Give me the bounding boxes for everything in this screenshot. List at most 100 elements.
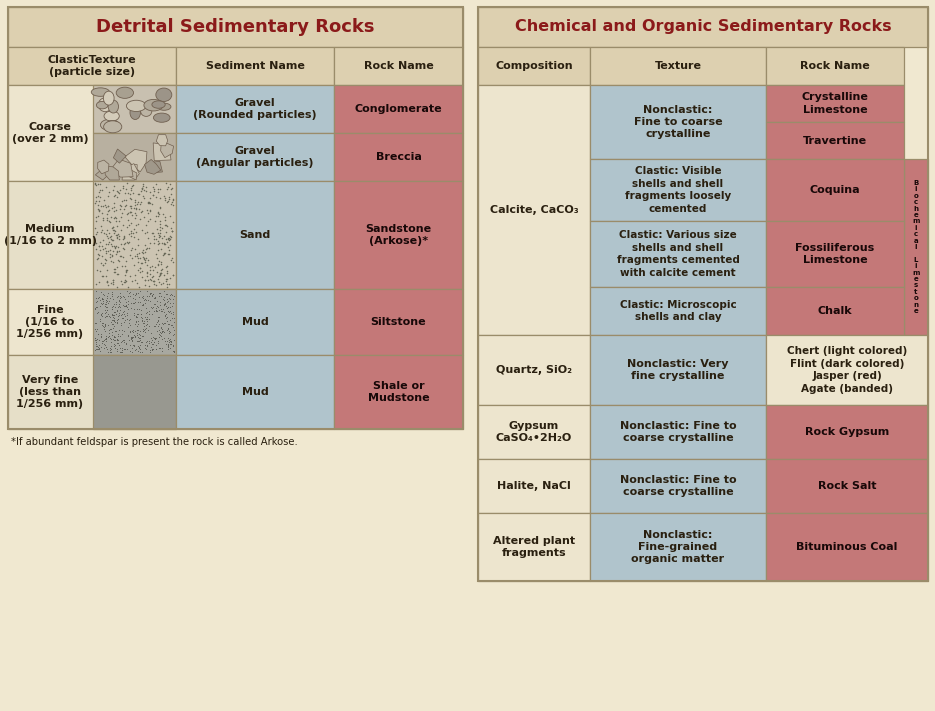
Text: ClasticTexture
(particle size): ClasticTexture (particle size) bbox=[48, 55, 137, 77]
Text: Nonclastic: Fine to
coarse crystalline: Nonclastic: Fine to coarse crystalline bbox=[620, 421, 737, 443]
Text: Mud: Mud bbox=[241, 387, 268, 397]
Text: Fossiliferous
Limestone: Fossiliferous Limestone bbox=[796, 242, 874, 265]
Bar bbox=[590, 287, 766, 335]
Text: Mud: Mud bbox=[241, 317, 268, 327]
Text: Rock Name: Rock Name bbox=[364, 61, 434, 71]
Ellipse shape bbox=[130, 106, 140, 119]
Text: Shale or
Mudstone: Shale or Mudstone bbox=[367, 381, 429, 403]
Bar bbox=[590, 221, 766, 287]
Ellipse shape bbox=[98, 98, 112, 112]
Polygon shape bbox=[125, 149, 147, 172]
Bar bbox=[478, 47, 590, 85]
Bar bbox=[766, 287, 904, 335]
Ellipse shape bbox=[106, 120, 119, 130]
Bar bbox=[590, 85, 766, 159]
Bar bbox=[478, 459, 590, 513]
Text: Crystalline
Limestone: Crystalline Limestone bbox=[801, 92, 869, 114]
Bar bbox=[93, 289, 176, 355]
Polygon shape bbox=[150, 161, 163, 173]
Bar bbox=[766, 122, 904, 159]
Bar bbox=[904, 159, 928, 335]
Bar bbox=[176, 133, 334, 181]
Text: Nonclastic: Fine to
coarse crystalline: Nonclastic: Fine to coarse crystalline bbox=[620, 475, 737, 497]
Polygon shape bbox=[97, 160, 109, 173]
Text: Conglomerate: Conglomerate bbox=[354, 104, 442, 114]
Bar bbox=[478, 513, 590, 581]
Bar bbox=[478, 7, 928, 47]
Text: Gravel
(Rounded particles): Gravel (Rounded particles) bbox=[194, 98, 317, 120]
Ellipse shape bbox=[116, 87, 134, 98]
Bar bbox=[478, 405, 590, 459]
Bar bbox=[766, 159, 904, 221]
Text: Breccia: Breccia bbox=[376, 152, 422, 162]
Bar bbox=[8, 181, 176, 289]
Bar bbox=[766, 335, 928, 405]
Bar bbox=[8, 47, 176, 85]
Text: Nonclastic:
Fine to coarse
crystalline: Nonclastic: Fine to coarse crystalline bbox=[634, 105, 723, 139]
Ellipse shape bbox=[104, 111, 120, 121]
Text: Clastic: Microscopic
shells and clay: Clastic: Microscopic shells and clay bbox=[620, 300, 737, 322]
Text: Sandstone
(Arkose)*: Sandstone (Arkose)* bbox=[366, 224, 432, 246]
Polygon shape bbox=[110, 159, 133, 177]
Text: Clastic: Visible
shells and shell
fragments loosely
cemented: Clastic: Visible shells and shell fragme… bbox=[625, 166, 731, 213]
Bar bbox=[176, 85, 334, 133]
Polygon shape bbox=[129, 170, 137, 180]
Text: Travertine: Travertine bbox=[803, 136, 867, 146]
Text: Bituminous Coal: Bituminous Coal bbox=[797, 542, 898, 552]
Bar bbox=[176, 47, 334, 85]
Bar bbox=[176, 355, 334, 429]
Bar bbox=[8, 7, 463, 47]
Bar bbox=[334, 289, 463, 355]
Bar bbox=[8, 7, 463, 429]
Text: Fine
(1/16 to
1/256 mm): Fine (1/16 to 1/256 mm) bbox=[17, 304, 83, 339]
Text: Chemical and Organic Sedimentary Rocks: Chemical and Organic Sedimentary Rocks bbox=[514, 19, 891, 35]
Text: Coquina: Coquina bbox=[810, 185, 860, 195]
Ellipse shape bbox=[104, 91, 114, 105]
Bar bbox=[8, 289, 176, 355]
Text: Texture: Texture bbox=[654, 61, 701, 71]
Ellipse shape bbox=[151, 101, 165, 108]
Ellipse shape bbox=[140, 106, 151, 117]
Bar bbox=[334, 85, 463, 133]
Bar bbox=[590, 459, 766, 513]
Polygon shape bbox=[153, 143, 171, 161]
Bar bbox=[478, 85, 590, 335]
Polygon shape bbox=[113, 149, 126, 164]
Ellipse shape bbox=[100, 119, 119, 131]
Ellipse shape bbox=[144, 100, 163, 111]
Polygon shape bbox=[122, 164, 139, 180]
Polygon shape bbox=[126, 164, 137, 176]
Text: Rock Salt: Rock Salt bbox=[818, 481, 876, 491]
Bar bbox=[93, 85, 176, 133]
Bar bbox=[334, 47, 463, 85]
Polygon shape bbox=[161, 144, 174, 158]
Text: Altered plant
fragments: Altered plant fragments bbox=[493, 536, 575, 558]
Text: Composition: Composition bbox=[496, 61, 573, 71]
Ellipse shape bbox=[126, 100, 146, 112]
Ellipse shape bbox=[157, 103, 171, 110]
Bar bbox=[590, 159, 766, 221]
Polygon shape bbox=[156, 134, 167, 146]
Ellipse shape bbox=[96, 102, 108, 109]
Bar bbox=[334, 133, 463, 181]
Text: Detrital Sedimentary Rocks: Detrital Sedimentary Rocks bbox=[96, 18, 375, 36]
Bar bbox=[590, 405, 766, 459]
Text: Chalk: Chalk bbox=[818, 306, 853, 316]
Bar bbox=[590, 335, 766, 405]
Bar bbox=[8, 355, 176, 429]
Text: Medium
(1/16 to 2 mm): Medium (1/16 to 2 mm) bbox=[4, 224, 96, 246]
Bar bbox=[766, 47, 904, 85]
Bar bbox=[8, 85, 176, 181]
Text: B
i
o
c
h
e
m
i
c
a
l
 
L
i
m
e
s
t
o
n
e: B i o c h e m i c a l L i m e s t o n e bbox=[913, 180, 920, 314]
Bar bbox=[334, 181, 463, 289]
Bar bbox=[766, 459, 928, 513]
Text: Nonclastic:
Fine-grained
organic matter: Nonclastic: Fine-grained organic matter bbox=[631, 530, 725, 565]
Bar bbox=[176, 289, 334, 355]
Bar bbox=[176, 181, 334, 289]
Polygon shape bbox=[95, 169, 108, 180]
Bar bbox=[766, 513, 928, 581]
Bar bbox=[334, 355, 463, 429]
Bar bbox=[766, 405, 928, 459]
Text: Clastic: Various size
shells and shell
fragments cemented
with calcite cement: Clastic: Various size shells and shell f… bbox=[616, 230, 740, 277]
Bar bbox=[93, 133, 176, 181]
